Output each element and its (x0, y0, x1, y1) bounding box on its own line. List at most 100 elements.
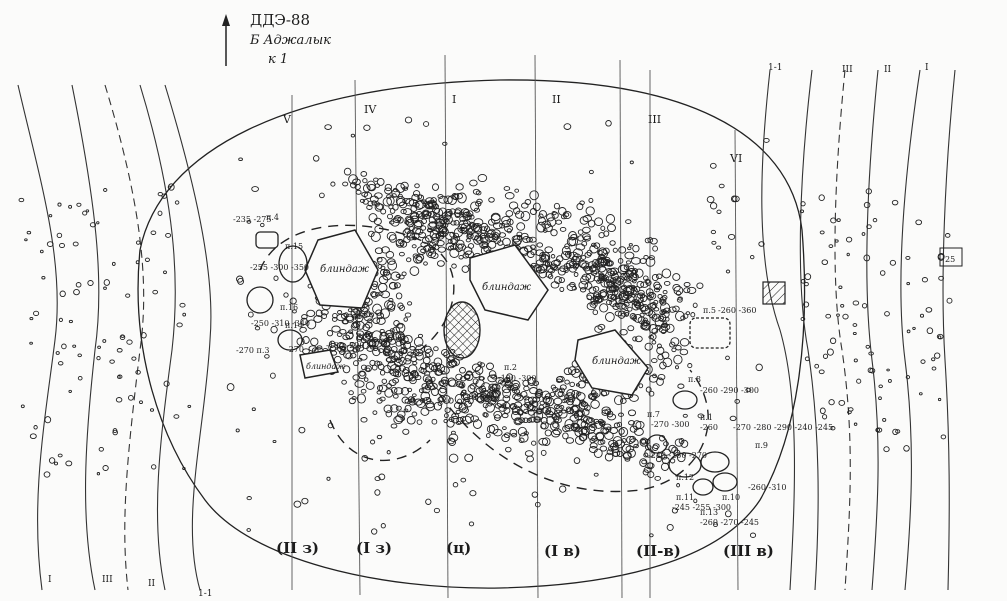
stone (379, 369, 386, 376)
stone (491, 390, 501, 399)
stone (383, 269, 391, 276)
stone (564, 379, 570, 385)
stone (946, 297, 953, 304)
stone (652, 373, 657, 379)
stone (605, 214, 616, 224)
stone (645, 444, 652, 451)
stone (629, 435, 636, 443)
stone (529, 190, 539, 201)
stone (327, 422, 334, 429)
stone (460, 393, 471, 401)
stone (822, 414, 828, 420)
stone (340, 313, 348, 319)
stone (533, 410, 544, 421)
stone (822, 353, 829, 359)
stone (398, 350, 404, 356)
stone (532, 202, 541, 212)
stone (551, 386, 559, 393)
stone (825, 313, 832, 319)
stone (509, 384, 519, 392)
stone (336, 341, 345, 349)
dugouts (299, 229, 649, 396)
stone (362, 178, 368, 184)
stone (39, 249, 44, 254)
stone (648, 390, 655, 397)
stone (473, 207, 480, 213)
stone (655, 273, 663, 280)
stone (886, 368, 890, 372)
stone (76, 202, 82, 207)
stone (367, 183, 376, 192)
stone (432, 213, 441, 221)
right-marker (939, 247, 963, 267)
stone (388, 334, 395, 341)
stone (614, 395, 624, 406)
stone (585, 272, 596, 283)
stone (541, 390, 551, 400)
stone (452, 232, 460, 239)
stone (601, 409, 609, 416)
stone (519, 432, 529, 443)
stone (675, 365, 679, 370)
stone (485, 433, 491, 439)
stone (588, 169, 594, 175)
stone (401, 271, 407, 277)
stone (43, 471, 51, 478)
stone (397, 216, 404, 224)
stone (432, 227, 440, 235)
stone (905, 255, 911, 260)
stone (55, 351, 60, 355)
stone (531, 440, 537, 446)
stone (472, 419, 483, 429)
stone (692, 302, 698, 308)
stone (151, 464, 157, 470)
stone (609, 270, 616, 276)
stone (574, 427, 583, 437)
stone (614, 277, 624, 285)
stone (65, 460, 73, 467)
stone (500, 403, 507, 409)
stone (390, 218, 400, 227)
stone (306, 319, 317, 330)
stone (479, 232, 486, 239)
stone (661, 351, 670, 360)
stone (435, 369, 443, 376)
stone (629, 394, 639, 402)
stone (803, 281, 809, 287)
stone (368, 213, 378, 223)
stone (462, 389, 467, 394)
stone (652, 314, 658, 320)
stone (437, 246, 446, 253)
stone (502, 237, 511, 247)
svg-text:1-1: 1-1 (768, 63, 783, 73)
stone (48, 457, 56, 464)
stone (438, 207, 448, 217)
stone (436, 240, 445, 247)
stone (558, 207, 567, 216)
stone (693, 498, 698, 504)
stone (395, 273, 401, 278)
stone (625, 260, 632, 265)
stone (135, 240, 141, 245)
stone (102, 339, 107, 343)
stone (644, 342, 653, 351)
stone (371, 528, 378, 535)
stone (577, 380, 586, 389)
stone (612, 303, 620, 310)
stone (29, 433, 37, 440)
stone (663, 441, 669, 447)
stone (640, 293, 646, 299)
stone (589, 264, 598, 272)
stone (463, 246, 473, 256)
stone (246, 220, 252, 224)
stone (658, 298, 665, 304)
stone (488, 197, 495, 203)
stone (463, 394, 469, 400)
burial-label: п.2 (504, 363, 517, 372)
stone (878, 384, 883, 389)
stone (237, 277, 245, 285)
stone (372, 303, 383, 315)
stone (676, 483, 681, 488)
stone (616, 302, 627, 310)
stone (593, 448, 603, 458)
